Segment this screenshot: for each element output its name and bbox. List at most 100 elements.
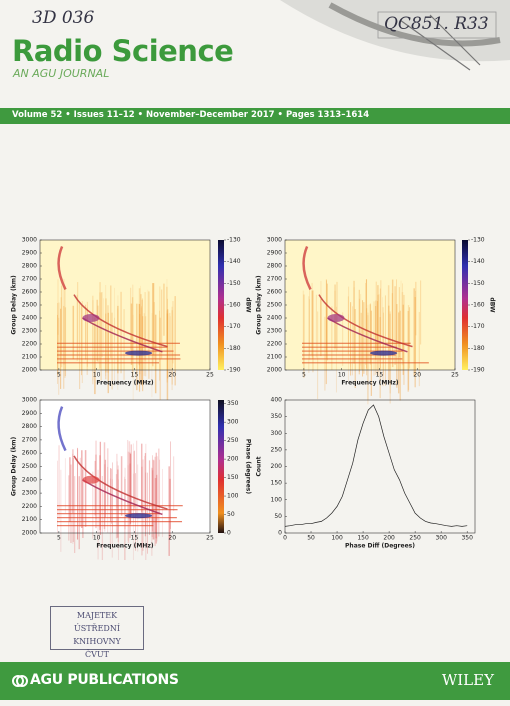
spectrogram-streak bbox=[315, 294, 317, 358]
y-tick-label: 400 bbox=[271, 397, 283, 404]
spectrogram-streak bbox=[106, 448, 109, 506]
spectrogram-band bbox=[57, 513, 160, 515]
colorbar-tick-label: -150 bbox=[227, 280, 241, 287]
spectrogram-streak bbox=[110, 285, 112, 358]
spectrogram-streak bbox=[308, 299, 310, 360]
spectrogram-streak bbox=[58, 317, 60, 395]
spectrogram-streak bbox=[152, 283, 155, 355]
spectrogram-streak bbox=[365, 279, 367, 369]
spectrogram-streak bbox=[64, 287, 66, 378]
spectrogram-streak bbox=[407, 305, 410, 390]
spectrogram-streak bbox=[82, 469, 84, 539]
spectrogram-band bbox=[57, 358, 181, 360]
spectrogram-streak bbox=[402, 283, 403, 362]
spectrogram-streak bbox=[60, 469, 62, 552]
spectrogram-streak bbox=[103, 298, 104, 353]
spectrogram-streak bbox=[308, 296, 310, 374]
spectrogram-trace bbox=[302, 246, 312, 290]
spectrogram-streak bbox=[375, 300, 377, 375]
spectrogram-streak bbox=[117, 308, 119, 390]
x-tick-label: 10 bbox=[338, 372, 346, 379]
colorbar-tick-label: -130 bbox=[471, 237, 485, 244]
spectrogram-streak bbox=[130, 444, 132, 516]
spectrogram-streak bbox=[407, 310, 410, 392]
spectrogram-streak bbox=[97, 469, 99, 560]
colorbar-label: dBW bbox=[245, 297, 252, 313]
colorbar-tick-label: -180 bbox=[471, 345, 485, 352]
y-tick-label: 2600 bbox=[267, 289, 282, 296]
spectrogram-band bbox=[57, 505, 183, 507]
spectrogram-streak bbox=[156, 475, 158, 539]
spectrogram-streak bbox=[112, 462, 113, 533]
x-tick-label: 25 bbox=[206, 535, 214, 542]
spectrogram-streak bbox=[94, 317, 96, 395]
spectrogram-streak bbox=[69, 457, 71, 522]
colorbar-tick-label: -170 bbox=[227, 323, 241, 330]
spectrogram-trace bbox=[73, 455, 168, 510]
y-tick-label: 2800 bbox=[22, 263, 37, 270]
spectrogram-streak bbox=[168, 312, 171, 376]
spectrogram-streak bbox=[350, 302, 352, 376]
spectrogram-trace bbox=[57, 406, 67, 452]
stamp-line: ČVUT bbox=[85, 650, 109, 659]
spectrogram-streak bbox=[103, 442, 106, 530]
spectrogram-streak bbox=[360, 312, 362, 370]
spectrogram-streak bbox=[379, 317, 381, 399]
spectrogram-streak bbox=[171, 310, 173, 385]
spectrogram-streak bbox=[144, 292, 146, 361]
spectrogram-band bbox=[57, 525, 154, 527]
spectrogram-streak bbox=[72, 457, 74, 542]
x-tick-label: 25 bbox=[206, 372, 214, 379]
spectrogram-band bbox=[302, 342, 411, 344]
spectrogram-streak bbox=[382, 297, 384, 354]
spectrogram-bg bbox=[40, 240, 210, 370]
spectrogram-streak bbox=[154, 456, 156, 547]
colorbar bbox=[218, 400, 224, 533]
spectrogram-streak bbox=[415, 281, 417, 336]
y-tick-label: 2800 bbox=[267, 263, 282, 270]
spectrogram-streak bbox=[81, 301, 83, 384]
spectrogram-streak bbox=[105, 298, 107, 373]
spectrogram-streak bbox=[86, 307, 89, 375]
spectrogram-streak bbox=[400, 280, 402, 341]
spectrogram-streak bbox=[127, 439, 129, 511]
y-tick-label: 200 bbox=[271, 463, 283, 470]
x-tick-label: 300 bbox=[435, 535, 447, 542]
spectrogram-streak bbox=[99, 292, 100, 370]
spectrogram-streak bbox=[366, 308, 368, 376]
spectrogram-bg bbox=[285, 240, 455, 370]
spectrogram-streak bbox=[143, 313, 145, 376]
colorbar-label: Phase (degrees) bbox=[245, 439, 252, 495]
spectrogram-band bbox=[57, 350, 174, 352]
spectrogram-streak bbox=[117, 295, 119, 383]
spectrogram-streak bbox=[154, 314, 157, 394]
y-tick-label: 2900 bbox=[22, 410, 37, 417]
y-tick-label: 50 bbox=[274, 513, 282, 520]
library-stamp: MAJETEK ÚSTŘEDNÍ KNIHOVNY ČVUT bbox=[50, 606, 144, 659]
y-tick-label: 0 bbox=[278, 530, 282, 537]
spectrogram-streak bbox=[324, 316, 326, 391]
spectrogram-streak bbox=[120, 456, 123, 516]
spectrogram-streak bbox=[156, 474, 158, 542]
x-axis-label: Frequency (MHz) bbox=[96, 380, 153, 387]
colorbar-tick-label: -140 bbox=[471, 258, 485, 265]
spectrogram-streak bbox=[331, 306, 333, 371]
spectrogram-blob bbox=[370, 350, 398, 356]
spectrogram-streak bbox=[325, 279, 327, 359]
spectrogram-streak bbox=[152, 470, 154, 525]
spectrogram-streak bbox=[312, 290, 314, 360]
figure: 5 10 15 20 252000210022002300240025002600270… bbox=[11, 237, 496, 560]
y-tick-label: 2300 bbox=[22, 490, 37, 497]
stamp-line: MAJETEK bbox=[76, 611, 118, 620]
spectrogram-streak bbox=[173, 456, 175, 512]
spectrogram-streak bbox=[384, 295, 386, 386]
y-tick-label: 2000 bbox=[22, 367, 37, 374]
x-axis-label: Frequency (MHz) bbox=[96, 543, 153, 550]
spectrogram-blob bbox=[82, 314, 100, 322]
y-tick-label: 2100 bbox=[267, 354, 282, 361]
spectrogram-trace bbox=[318, 294, 413, 348]
spectrogram-streak bbox=[101, 292, 103, 358]
y-tick-label: 2500 bbox=[22, 463, 37, 470]
spectrogram-streak bbox=[387, 285, 390, 344]
spectrogram-streak bbox=[159, 459, 161, 515]
